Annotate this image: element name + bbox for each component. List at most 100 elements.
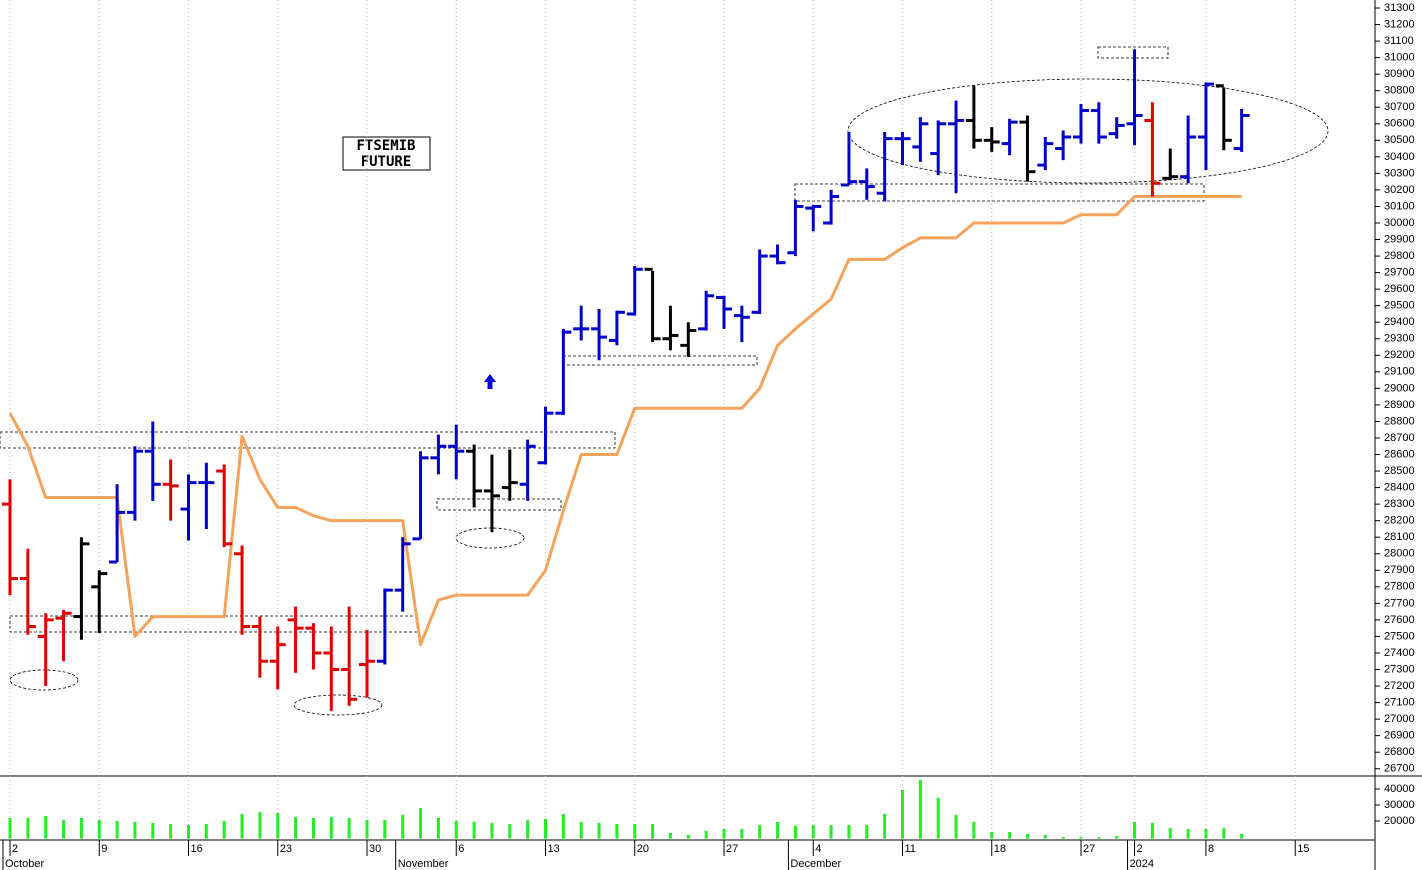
highlight-ellipse (455, 527, 525, 549)
volume-bar (294, 817, 298, 839)
x-tick-label: 11 (905, 843, 916, 855)
y-tick-label: 30100 (1384, 200, 1415, 212)
volume-bar (811, 825, 815, 839)
y-tick-label: 27500 (1384, 630, 1415, 642)
volume-tick-label: 20000 (1384, 815, 1415, 827)
volume-bar (329, 817, 333, 839)
y-tick-label: 27700 (1384, 597, 1415, 609)
volume-bar (597, 822, 601, 839)
volume-bar (972, 821, 976, 839)
x-tick-label: 16 (191, 843, 203, 855)
y-tick-label: 27100 (1384, 696, 1415, 708)
annotation-box (342, 136, 431, 171)
volume-bar (472, 821, 476, 839)
volume-bar (365, 820, 369, 839)
volume-bar (1043, 834, 1047, 839)
volume-bar (222, 821, 226, 839)
support-box (794, 183, 1205, 202)
y-tick-label: 30800 (1384, 85, 1415, 97)
highlight-ellipse (293, 694, 383, 716)
volume-bar (758, 825, 762, 839)
y-tick-label: 28600 (1384, 448, 1415, 460)
volume-bar (436, 817, 440, 839)
x-tick-label: 23 (280, 843, 292, 855)
support-box (1097, 46, 1169, 59)
volume-bar (615, 824, 619, 839)
volume-bar (258, 812, 262, 839)
y-tick-label: 28800 (1384, 415, 1415, 427)
volume-bar (187, 825, 190, 839)
y-tick-label: 30400 (1384, 151, 1415, 163)
month-label: November (398, 858, 449, 870)
y-tick-label: 29700 (1384, 267, 1415, 279)
volume-bar (668, 833, 672, 839)
volume-bar (793, 825, 797, 839)
month-label: December (790, 858, 841, 870)
volume-bar (847, 825, 851, 839)
volume-bar (1150, 822, 1154, 839)
y-tick-label: 27400 (1384, 647, 1415, 659)
y-tick-label: 28000 (1384, 548, 1415, 560)
volume-bar (990, 832, 994, 839)
y-tick-label: 30300 (1384, 167, 1415, 179)
y-tick-label: 27200 (1384, 680, 1415, 692)
volume-bar (704, 830, 708, 839)
volume-bar (1240, 833, 1244, 839)
volume-bar (1008, 832, 1012, 839)
support-box (436, 498, 562, 511)
volume-bar (44, 816, 48, 839)
y-tick-label: 26800 (1384, 746, 1415, 758)
y-tick-label: 28300 (1384, 498, 1415, 510)
volume-bar (1025, 833, 1029, 839)
x-tick-label: 6 (458, 843, 464, 855)
x-tick-label: 20 (637, 843, 649, 855)
up-arrow (484, 374, 496, 389)
volume-bar (526, 820, 530, 839)
annotations (0, 46, 1329, 716)
y-tick-label: 29200 (1384, 349, 1415, 361)
y-tick-label: 29500 (1384, 300, 1415, 312)
volume-tick-label: 40000 (1384, 783, 1415, 795)
volume-bar (829, 825, 833, 839)
volume-bar (240, 813, 244, 839)
y-tick-label: 30600 (1384, 118, 1415, 130)
stop-line (8, 195, 1242, 647)
y-tick-label: 28700 (1384, 432, 1415, 444)
volume-bar (651, 824, 655, 839)
x-tick-label: 15 (1297, 843, 1309, 855)
volume-bar (1115, 836, 1119, 839)
y-tick-label: 28100 (1384, 531, 1415, 543)
y-tick-label: 31100 (1384, 35, 1414, 47)
support-box (9, 615, 419, 633)
x-tick-label: 2 (1137, 843, 1143, 855)
y-tick-label: 26900 (1384, 730, 1415, 742)
y-tick-label: 30200 (1384, 184, 1415, 196)
volume-bar (1097, 837, 1101, 839)
volume-bar (1186, 829, 1190, 839)
x-tick-label: 18 (994, 843, 1006, 855)
volume-bar (26, 817, 30, 839)
volume-bar (883, 813, 887, 839)
volume-bar (722, 829, 726, 839)
volume-bar (901, 789, 904, 839)
y-tick-label: 29900 (1384, 233, 1415, 245)
y-tick-label: 27800 (1384, 581, 1415, 593)
volume-bar (1061, 837, 1065, 839)
x-tick-label: 27 (726, 843, 738, 855)
volume-bar (686, 834, 690, 839)
y-tick-label: 26700 (1384, 763, 1415, 775)
volume-bar (633, 824, 637, 839)
y-tick-label: 28400 (1384, 482, 1415, 494)
y-tick-label: 28500 (1384, 465, 1415, 477)
y-tick-label: 29000 (1384, 382, 1415, 394)
volume-bar (8, 817, 12, 839)
y-tick-label: 29800 (1384, 250, 1415, 262)
volume-bar (97, 820, 101, 839)
volume-bar (401, 814, 405, 839)
volume-bar (1079, 837, 1083, 839)
volume-bar (1222, 828, 1226, 839)
volume-bar (1204, 829, 1208, 839)
y-tick-label: 29400 (1384, 316, 1415, 328)
month-label: October (5, 858, 44, 870)
